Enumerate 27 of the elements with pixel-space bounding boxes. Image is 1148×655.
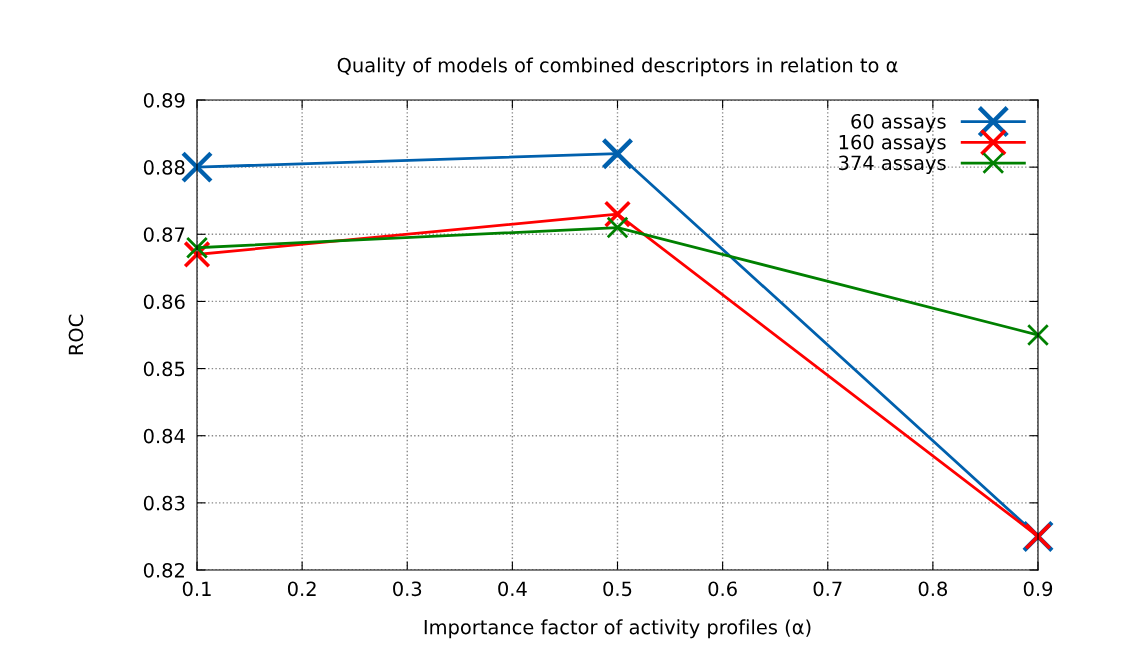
x-tick-label: 0.4 — [498, 581, 527, 597]
y-tick-label: 0.87 — [143, 227, 185, 242]
y-tick-label: 0.89 — [143, 92, 185, 108]
y-tick-label: 0.86 — [143, 294, 185, 310]
x-tick-label: 0.3 — [393, 581, 422, 597]
point — [185, 236, 209, 259]
point — [601, 137, 634, 170]
y-tick-label: 0.83 — [143, 495, 185, 511]
x-tick-label: 0.8 — [918, 581, 948, 597]
x-tick-label: 0.1 — [182, 581, 211, 597]
point — [606, 216, 629, 239]
chart-title: Quality of models of combined descriptors in relation to α — [337, 57, 898, 77]
x-tick-label: 0.2 — [287, 581, 316, 597]
y-tick-label: 0.82 — [143, 562, 184, 578]
x-tick-label: 0.9 — [1023, 581, 1053, 597]
point — [1026, 323, 1050, 347]
x-axis-title: Importance factor of activity profiles (α) — [424, 619, 811, 639]
x-tick-label: 0.5 — [603, 581, 632, 597]
x-tick-label: 0.7 — [813, 581, 842, 597]
y-tick-label: 0.88 — [143, 160, 185, 175]
y-tick-label: 0.85 — [143, 361, 185, 377]
legend-label: 374 assays — [839, 155, 946, 174]
legend-label: 60 assays — [851, 113, 946, 133]
y-tick-label: 0.84 — [143, 428, 185, 444]
x-tick-label: 0.6 — [708, 581, 737, 597]
y-axis-title: ROC — [68, 314, 84, 355]
legend-label: 160 assays — [839, 134, 946, 154]
